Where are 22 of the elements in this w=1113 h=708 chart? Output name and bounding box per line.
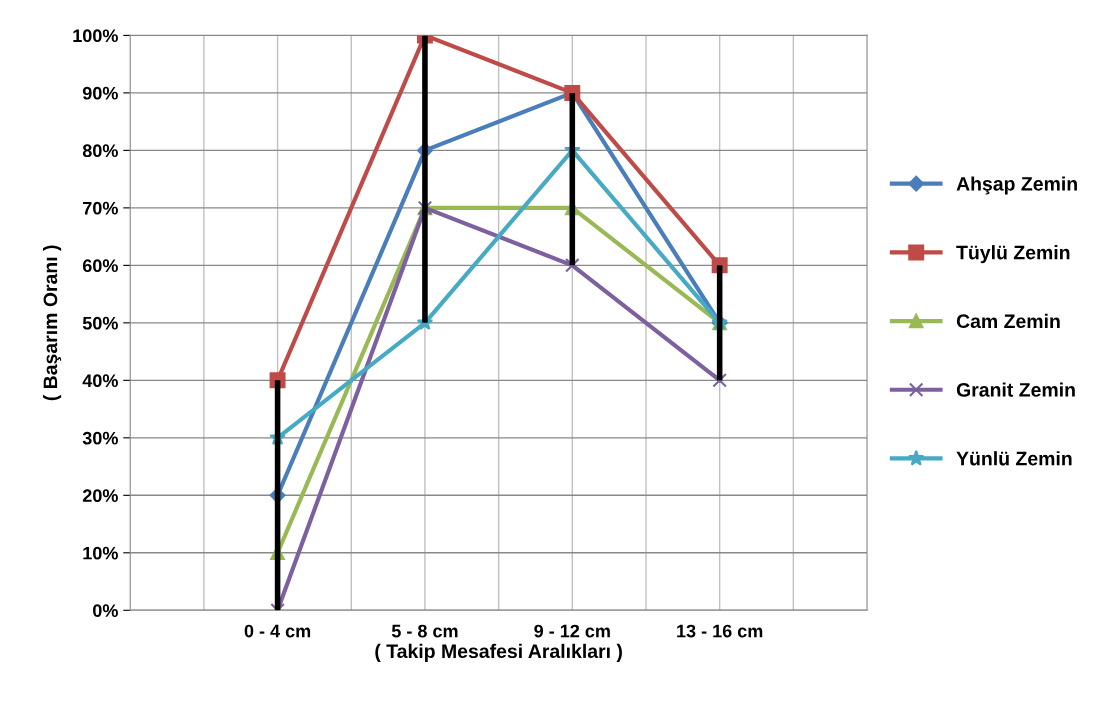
y-tick-label: 20% [82, 489, 118, 503]
y-tick-label: 50% [82, 316, 118, 330]
y-tick-label: 100% [73, 29, 118, 43]
legend-label: Ahşap Zemin [956, 176, 1077, 195]
legend-label: Yünlü Zemin [956, 451, 1072, 466]
x-tick-label: 13 - 16 cm [677, 624, 763, 638]
x-tick-label: 9 - 12 cm [534, 624, 610, 638]
legend-label: Cam Zemin [956, 313, 1060, 329]
x-tick-label: 5 - 8 cm [391, 624, 458, 638]
y-tick-label: 0% [93, 604, 118, 618]
y-tick-label: 70% [83, 201, 118, 215]
x-tick-label: 0 - 4 cm [244, 624, 311, 638]
legend-label: Tüylü Zemin [956, 245, 1070, 264]
y-tick-label: 40% [82, 374, 118, 388]
y-tick-label: 60% [82, 259, 118, 273]
y-tick-label: 30% [82, 431, 118, 445]
y-tick-label: 80% [82, 144, 118, 158]
legend-label: Granit Zemin [956, 382, 1075, 397]
y-axis-title: ( Başarım Oranı ) [43, 245, 62, 401]
y-tick-label: 90% [82, 86, 118, 100]
x-axis-title: ( Takip Mesafesi Aralıkları ) [375, 643, 622, 662]
y-tick-label: 10% [83, 546, 118, 560]
